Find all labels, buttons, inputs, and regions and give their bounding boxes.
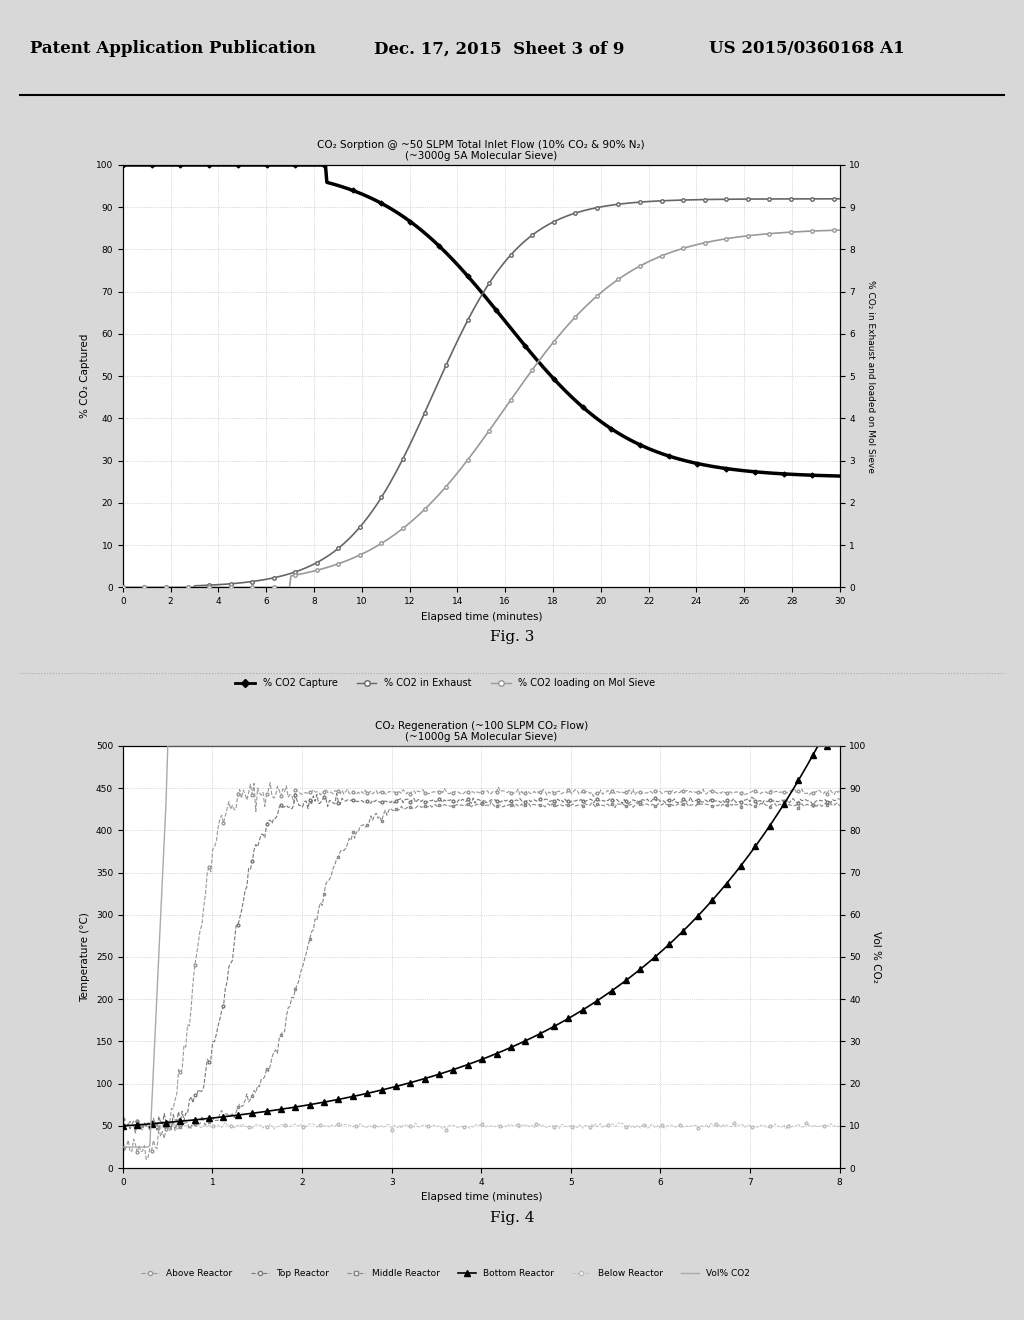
Line: Above Reactor: Above Reactor (122, 781, 841, 1160)
Bottom Reactor (567, 1007, 580, 1023)
Vol% CO2 (569, 738, 582, 754)
Text: Fig. 4: Fig. 4 (489, 1210, 535, 1225)
Above Reactor (205, 865, 217, 880)
Title: CO₂ Regeneration (~100 SLPM CO₂ Flow)
(~1000g 5A Molecular Sieve): CO₂ Regeneration (~100 SLPM CO₂ Flow) (~… (375, 721, 588, 742)
Vol% CO2 (205, 738, 217, 754)
Vol% CO2 (402, 738, 415, 754)
Middle Reactor (641, 796, 653, 812)
Y-axis label: % CO₂ Captured: % CO₂ Captured (80, 334, 90, 418)
Top Reactor (205, 1051, 217, 1067)
Top Reactor (404, 793, 417, 809)
Y-axis label: Vol % CO₂: Vol % CO₂ (870, 931, 881, 983)
Below Reactor (834, 1118, 846, 1134)
X-axis label: Elapsed time (minutes): Elapsed time (minutes) (421, 1192, 542, 1203)
Vol% CO2 (352, 738, 365, 754)
Middle Reactor (164, 1123, 176, 1139)
Y-axis label: Temperature (°C): Temperature (°C) (80, 912, 90, 1002)
Vol% CO2 (640, 738, 652, 754)
Text: Fig. 3: Fig. 3 (489, 630, 535, 644)
Line: Below Reactor: Below Reactor (122, 1121, 841, 1131)
Text: Patent Application Publication: Patent Application Publication (31, 41, 316, 57)
Line: Vol% CO2: Vol% CO2 (123, 746, 840, 1147)
Above Reactor (264, 775, 276, 791)
Line: Middle Reactor: Middle Reactor (122, 800, 841, 1133)
Middle Reactor (352, 825, 365, 841)
Middle Reactor (117, 1121, 129, 1137)
Bottom Reactor (350, 1088, 362, 1104)
Below Reactor (638, 1117, 650, 1133)
Bottom Reactor (634, 961, 646, 977)
Above Reactor (638, 784, 650, 800)
Middle Reactor (485, 793, 498, 809)
Vol% CO2 (117, 1139, 129, 1155)
Bottom Reactor (638, 958, 650, 974)
Bottom Reactor (117, 1118, 129, 1134)
Line: Bottom Reactor: Bottom Reactor (120, 743, 843, 1129)
Above Reactor (834, 783, 846, 799)
Line: Top Reactor: Top Reactor (122, 792, 841, 1134)
Below Reactor (203, 1117, 215, 1133)
Middle Reactor (402, 800, 415, 816)
Top Reactor (354, 793, 367, 809)
Top Reactor (638, 792, 650, 808)
Below Reactor (219, 1114, 231, 1130)
Below Reactor (641, 1121, 653, 1137)
Middle Reactor (205, 1110, 217, 1126)
Bottom Reactor (400, 1076, 413, 1092)
X-axis label: Elapsed time (minutes): Elapsed time (minutes) (421, 611, 542, 622)
Middle Reactor (834, 799, 846, 814)
Above Reactor (117, 1139, 129, 1155)
Y-axis label: % CO₂ in Exhaust and loaded on Mol Sieve: % CO₂ in Exhaust and loaded on Mol Sieve (865, 280, 874, 473)
Middle Reactor (638, 797, 650, 813)
Top Reactor (117, 1110, 129, 1126)
Below Reactor (352, 1119, 365, 1135)
Bottom Reactor (203, 1110, 215, 1126)
Bottom Reactor (834, 738, 846, 754)
Above Reactor (641, 785, 653, 801)
Below Reactor (571, 1119, 584, 1135)
Legend: % CO2 Capture, % CO2 in Exhaust, % CO2 loading on Mol Sieve: % CO2 Capture, % CO2 in Exhaust, % CO2 l… (231, 675, 659, 693)
Below Reactor (386, 1122, 398, 1138)
Top Reactor (834, 792, 846, 808)
Above Reactor (140, 1151, 153, 1167)
Legend: Above Reactor, Top Reactor, Middle Reactor, Bottom Reactor, Below Reactor, Vol% : Above Reactor, Top Reactor, Middle React… (137, 1266, 754, 1282)
Text: Dec. 17, 2015  Sheet 3 of 9: Dec. 17, 2015 Sheet 3 of 9 (375, 41, 625, 57)
Vol% CO2 (162, 738, 174, 754)
Vol% CO2 (834, 738, 846, 754)
Top Reactor (641, 791, 653, 807)
Below Reactor (117, 1118, 129, 1134)
Above Reactor (404, 785, 417, 801)
Top Reactor (129, 1125, 141, 1140)
Vol% CO2 (636, 738, 648, 754)
Text: US 2015/0360168 A1: US 2015/0360168 A1 (709, 41, 904, 57)
Top Reactor (331, 785, 343, 801)
Above Reactor (354, 785, 367, 801)
Below Reactor (404, 1118, 417, 1134)
Top Reactor (571, 792, 584, 808)
Bottom Reactor (812, 738, 824, 754)
Above Reactor (571, 783, 584, 799)
Middle Reactor (571, 797, 584, 813)
Title: CO₂ Sorption @ ~50 SLPM Total Inlet Flow (10% CO₂ & 90% N₂)
(~3000g 5A Molecular: CO₂ Sorption @ ~50 SLPM Total Inlet Flow… (317, 140, 645, 161)
